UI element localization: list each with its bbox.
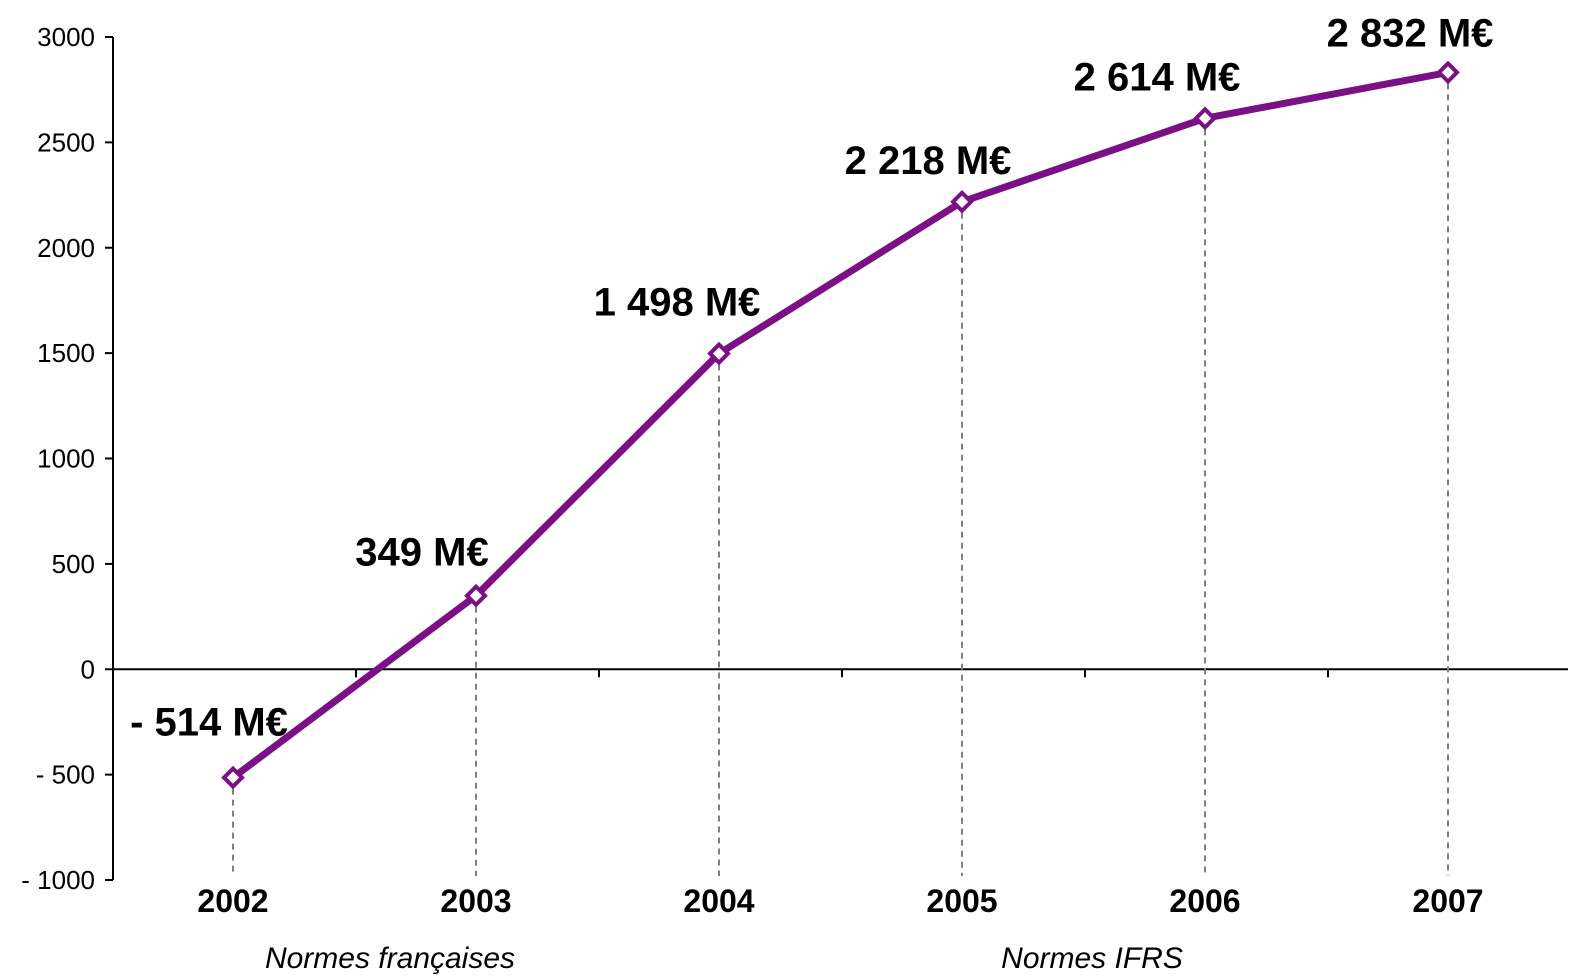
y-tick-label: 2500 bbox=[37, 127, 95, 157]
y-tick-label: 500 bbox=[52, 549, 95, 579]
note-ifrs-standards: Normes IFRS bbox=[1001, 942, 1183, 975]
drop-lines bbox=[232, 72, 1449, 876]
data-labels: - 514 M€ 349 M€ 1 498 M€ 2 218 M€ 2 614 M€ 2 … bbox=[130, 11, 1493, 744]
y-tick-label: 3000 bbox=[37, 22, 95, 52]
y-tick-label: 1500 bbox=[37, 338, 95, 368]
x-tick-label: 2002 bbox=[197, 883, 268, 919]
x-tick-label: 2003 bbox=[440, 883, 511, 919]
y-axis: 3000 2500 2000 1500 1000 500 0 - 500 - 1000 bbox=[21, 22, 114, 895]
x-tick-label: 2004 bbox=[683, 883, 754, 919]
data-label: 349 M€ bbox=[355, 531, 488, 575]
data-point-marker bbox=[950, 189, 974, 214]
x-axis: 2002 2003 2004 2005 2006 2007 bbox=[112, 668, 1568, 919]
y-tick-label: - 1000 bbox=[21, 865, 95, 895]
y-tick-label: - 500 bbox=[36, 760, 95, 790]
note-french-standards: Normes françaises bbox=[265, 942, 515, 975]
data-label: 1 498 M€ bbox=[594, 281, 761, 325]
data-point-marker bbox=[1193, 106, 1217, 131]
x-tick-label: 2006 bbox=[1169, 883, 1240, 919]
y-tick-label: 0 bbox=[81, 654, 95, 684]
data-point-marker bbox=[221, 765, 245, 790]
data-point-marker bbox=[464, 583, 488, 608]
series-line-group bbox=[221, 60, 1460, 790]
data-label: - 514 M€ bbox=[130, 701, 288, 745]
x-tick-label: 2007 bbox=[1412, 883, 1483, 919]
data-label: 2 614 M€ bbox=[1074, 55, 1241, 99]
data-point-marker bbox=[1436, 60, 1460, 85]
data-point-marker bbox=[707, 341, 731, 366]
data-label: 2 218 M€ bbox=[845, 139, 1012, 183]
data-label: 2 832 M€ bbox=[1327, 11, 1494, 55]
x-tick-label: 2005 bbox=[926, 883, 997, 919]
y-tick-label: 2000 bbox=[37, 233, 95, 263]
series-line bbox=[229, 68, 1452, 782]
y-tick-label: 1000 bbox=[37, 444, 95, 474]
